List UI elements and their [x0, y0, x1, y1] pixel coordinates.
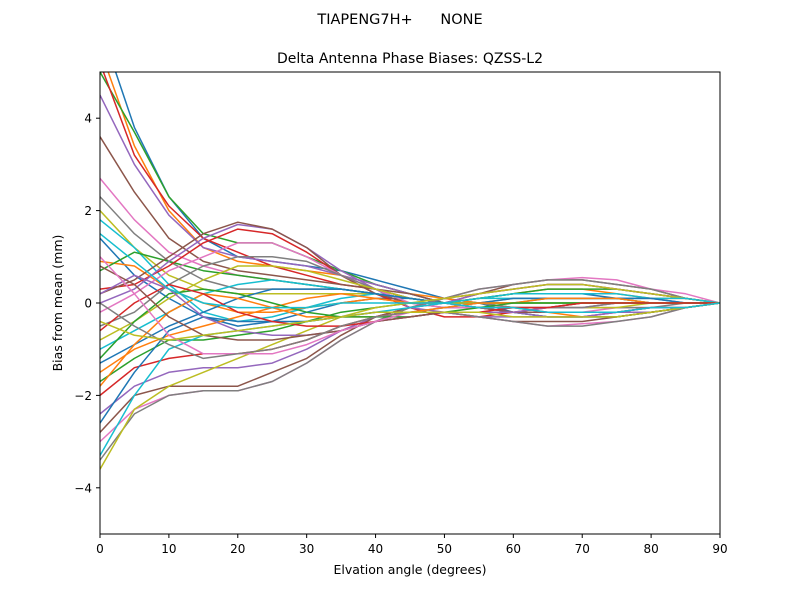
series-layer [100, 72, 720, 470]
x-tick-label: 30 [299, 542, 314, 556]
x-tick-label: 90 [712, 542, 727, 556]
x-tick-label: 80 [643, 542, 658, 556]
y-tick-label: 0 [84, 297, 92, 311]
y-tick-label: 2 [84, 204, 92, 218]
x-tick-label: 0 [96, 542, 104, 556]
y-tick-label: 4 [84, 112, 92, 126]
x-tick-label: 50 [437, 542, 452, 556]
figure-suptitle: TIAPENG7H+ NONE [316, 12, 482, 28]
series-line-39 [100, 302, 720, 341]
chart-title: Delta Antenna Phase Biases: QZSS-L2 [277, 51, 543, 67]
x-axis-ticks: 0 10 20 30 40 50 60 70 80 90 [96, 534, 728, 556]
y-axis-ticks: −4 −2 0 2 4 [74, 112, 100, 495]
x-tick-label: 60 [506, 542, 521, 556]
y-tick-label: −2 [74, 389, 92, 403]
x-tick-label: 10 [161, 542, 176, 556]
x-tick-label: 20 [230, 542, 245, 556]
x-axis-label: Elvation angle (degrees) [333, 562, 486, 577]
y-axis-label: Bias from mean (mm) [50, 235, 65, 372]
x-tick-label: 70 [575, 542, 590, 556]
y-tick-label: −4 [74, 481, 92, 495]
series-line-40 [100, 233, 720, 313]
x-tick-label: 40 [368, 542, 383, 556]
